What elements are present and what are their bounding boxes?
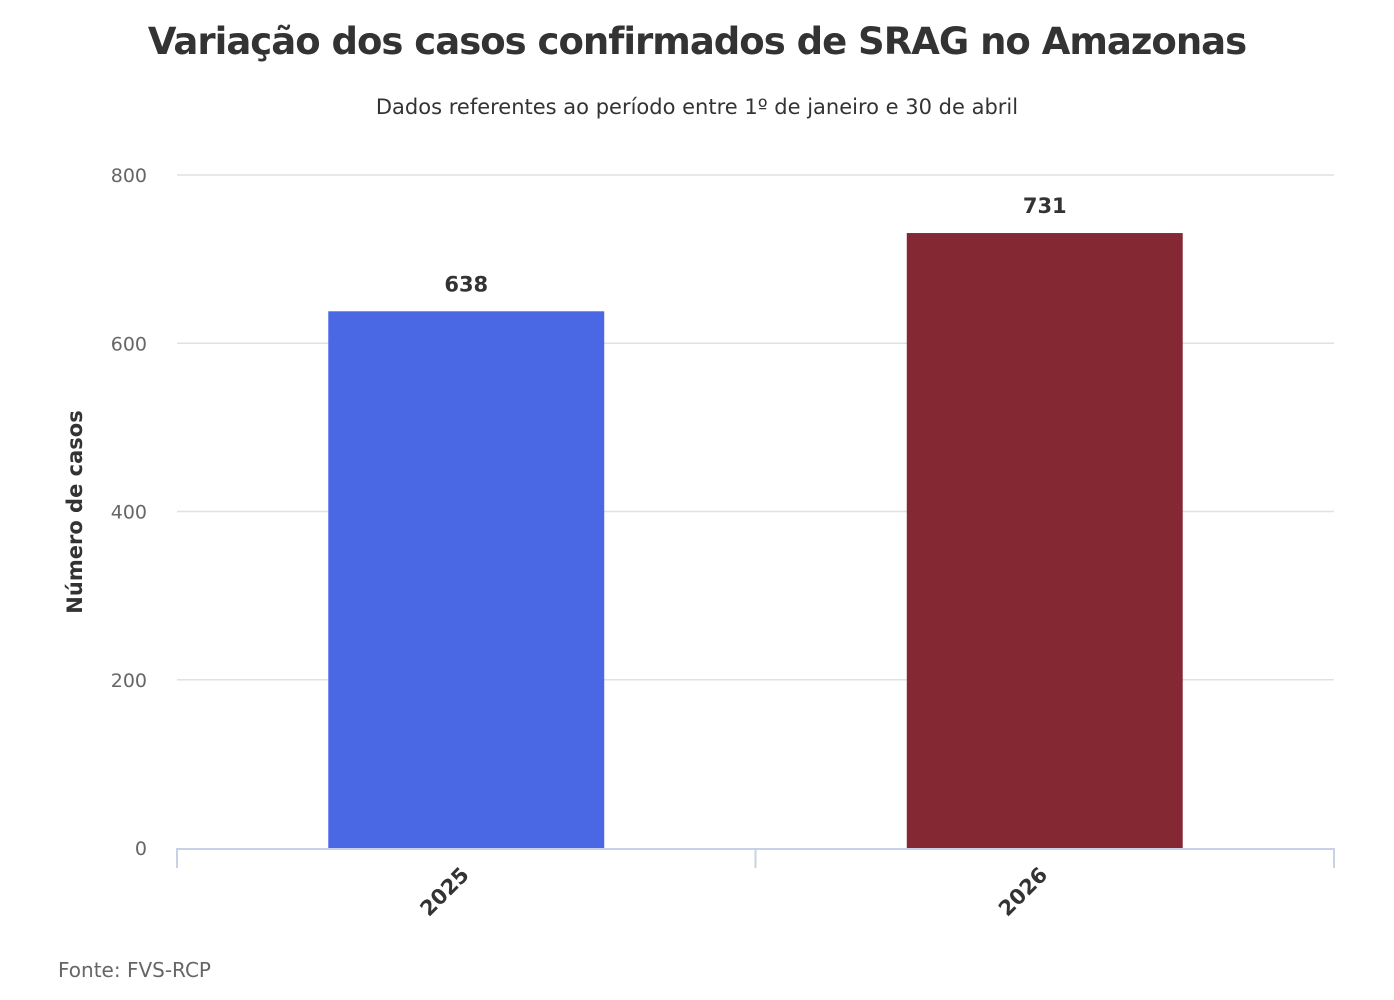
bar-2026 <box>906 233 1183 848</box>
x-axis <box>176 848 1335 868</box>
y-tick-label: 800 <box>111 165 147 187</box>
x-tick-label-2025: 2025 <box>415 863 473 921</box>
source-credit: Fonte: FVS-RCP <box>58 958 211 982</box>
y-tick-label: 200 <box>111 670 147 692</box>
y-tick-label: 600 <box>111 333 147 355</box>
chart-title: Variação dos casos confirmados de SRAG n… <box>147 20 1247 63</box>
data-label-2025: 638 <box>444 272 488 296</box>
y-tick-label: 400 <box>111 502 147 524</box>
y-tick-label: 0 <box>135 838 147 860</box>
x-axis-categories: 2025 2026 <box>415 863 1052 921</box>
x-tick-label-2026: 2026 <box>994 863 1052 921</box>
data-label-2026: 731 <box>1023 194 1067 218</box>
y-axis-ticks: 0 200 400 600 800 <box>111 165 147 860</box>
y-axis-title: Número de casos <box>63 410 87 613</box>
bars <box>328 233 1183 849</box>
bar-2025 <box>328 311 605 849</box>
data-labels: 638 731 <box>444 194 1066 296</box>
chart-subtitle: Dados referentes ao período entre 1º de … <box>375 95 1019 119</box>
